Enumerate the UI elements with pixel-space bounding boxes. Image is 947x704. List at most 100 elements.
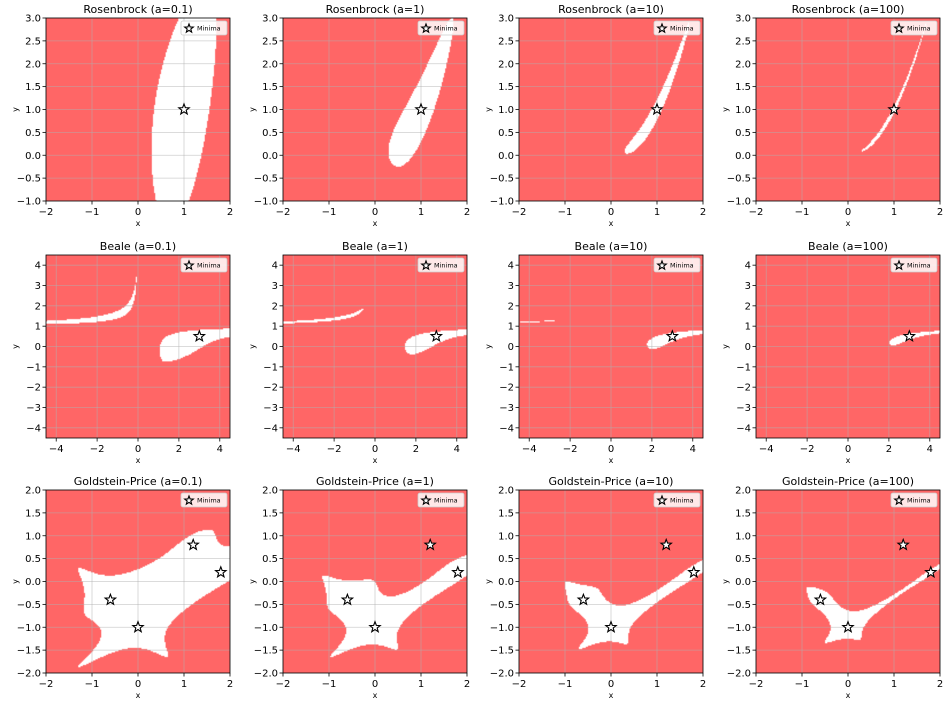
y-tick-label: −1.0 (727, 623, 751, 634)
subplot-beale-0.1: −4 −2 0 2 4 −4 −3 −2 −1 0 1 2 3 4 x y Beale (a=0.1) Minim… (11, 240, 231, 465)
x-tick-label: 0 (608, 679, 614, 690)
minimum-star (429, 329, 444, 343)
y-tick-label: 4 (272, 261, 278, 272)
y-tick-label: 2 (35, 301, 41, 312)
y-tick-label: 2.5 (262, 36, 278, 47)
y-tick-label: −2 (263, 383, 278, 394)
minimum-star (902, 329, 917, 343)
minimum-star (214, 565, 228, 579)
y-tick-label: −1.5 (490, 646, 514, 657)
x-axis-label: x (373, 219, 378, 228)
legend-label: Minima (434, 25, 458, 33)
legend-box (180, 257, 228, 273)
x-tick-label: −1 (795, 679, 810, 690)
legend: Minima (890, 257, 938, 273)
minimum-star (131, 620, 145, 633)
y-tick-label: 1.5 (262, 508, 278, 519)
y-tick-label: −4 (736, 423, 751, 434)
y-tick-label: 0.5 (262, 554, 278, 565)
y-axis-label: y (721, 107, 730, 112)
y-tick-label: 2.5 (25, 36, 41, 47)
legend-box (180, 20, 228, 36)
legend-star-icon (893, 259, 905, 271)
y-tick-label: −2 (736, 383, 751, 394)
x-tick-label: −2 (90, 444, 105, 455)
y-tick-label: −0.5 (490, 600, 514, 611)
x-axis-label: x (373, 691, 378, 700)
legend-label: Minima (434, 497, 458, 505)
x-tick-label: 2 (227, 207, 233, 218)
legend-label: Minima (670, 25, 694, 33)
legend-label: Minima (670, 262, 694, 270)
y-tick-label: 1.0 (262, 531, 278, 542)
y-tick-label: 2.0 (498, 486, 514, 497)
y-tick-label: 1.0 (735, 105, 751, 116)
y-tick-label: −1 (736, 362, 751, 373)
minimum-star (576, 592, 591, 606)
y-tick-label: −2.0 (17, 669, 41, 680)
y-tick-label: 2.0 (25, 59, 41, 70)
x-axis-label: x (609, 219, 614, 228)
x-tick-label: 0 (845, 207, 851, 218)
x-tick-label: 0 (372, 679, 378, 690)
y-axis-label: y (721, 579, 730, 584)
x-tick-label: −2 (276, 207, 291, 218)
x-axis-label: x (846, 219, 851, 228)
y-tick-label: −3 (26, 403, 41, 414)
y-tick-label: −2 (499, 383, 514, 394)
legend-box (890, 492, 938, 508)
legend: Minima (417, 257, 465, 273)
x-tick-label: 0 (608, 207, 614, 218)
x-tick-label: −2 (749, 207, 764, 218)
y-tick-label: −0.5 (17, 174, 41, 185)
y-tick-label: 4 (745, 261, 751, 272)
minimum-star (414, 102, 428, 116)
y-tick-label: −1.5 (17, 646, 41, 657)
x-tick-label: −2 (276, 679, 291, 690)
x-tick-label: −2 (327, 444, 342, 455)
subplot-goldstein-10: −2 −1 0 1 2 −2.0 −1.5 −1.0 −0.5 0.0 0.5 1.0 1.5 2.0 x y… (484, 475, 706, 700)
x-tick-label: −4 (759, 444, 774, 455)
y-tick-label: 0.0 (25, 151, 41, 162)
x-tick-label: 4 (927, 444, 933, 455)
y-tick-label: 0 (508, 342, 514, 353)
minimum-star (841, 620, 855, 633)
minimum-star (896, 537, 910, 551)
x-tick-label: 2 (937, 679, 943, 690)
minimum-star (665, 329, 680, 343)
x-axis-label: x (846, 456, 851, 465)
x-tick-label: 2 (886, 444, 892, 455)
y-tick-label: 1.5 (25, 508, 41, 519)
y-tick-label: 0.0 (735, 151, 751, 162)
x-tick-label: −1 (558, 679, 573, 690)
y-tick-label: 0.0 (498, 577, 514, 588)
y-tick-label: 0.5 (498, 128, 514, 139)
y-tick-label: −2 (26, 383, 41, 394)
legend-box (653, 492, 701, 508)
subplot-title: Beale (a=10) (575, 240, 648, 253)
y-tick-label: −4 (499, 423, 514, 434)
x-axis-label: x (609, 456, 614, 465)
subplot-goldstein-100: −2 −1 0 1 2 −2.0 −1.5 −1.0 −0.5 0.0 0.5 1.0 1.5 2.0 x y… (721, 475, 943, 700)
x-tick-label: −4 (286, 444, 301, 455)
y-tick-label: −1.0 (254, 623, 278, 634)
x-axis-label: x (373, 456, 378, 465)
subplot-title: Goldstein-Price (a=100) (782, 475, 914, 488)
x-tick-label: 2 (700, 679, 706, 690)
y-tick-label: 1.0 (498, 531, 514, 542)
legend-star-icon (420, 494, 432, 506)
y-tick-label: 0.0 (735, 577, 751, 588)
x-tick-label: 4 (217, 444, 223, 455)
x-tick-label: 1 (181, 679, 187, 690)
legend: Minima (417, 492, 465, 508)
legend-label: Minima (907, 25, 931, 33)
legend-star-icon (183, 22, 195, 34)
x-tick-label: 1 (418, 679, 424, 690)
y-tick-label: 1.5 (262, 82, 278, 93)
y-axis-label: y (248, 579, 257, 584)
minimum-star (887, 102, 901, 116)
subplot-title: Rosenbrock (a=100) (792, 3, 905, 16)
legend-label: Minima (907, 497, 931, 505)
y-tick-label: −1 (499, 362, 514, 373)
